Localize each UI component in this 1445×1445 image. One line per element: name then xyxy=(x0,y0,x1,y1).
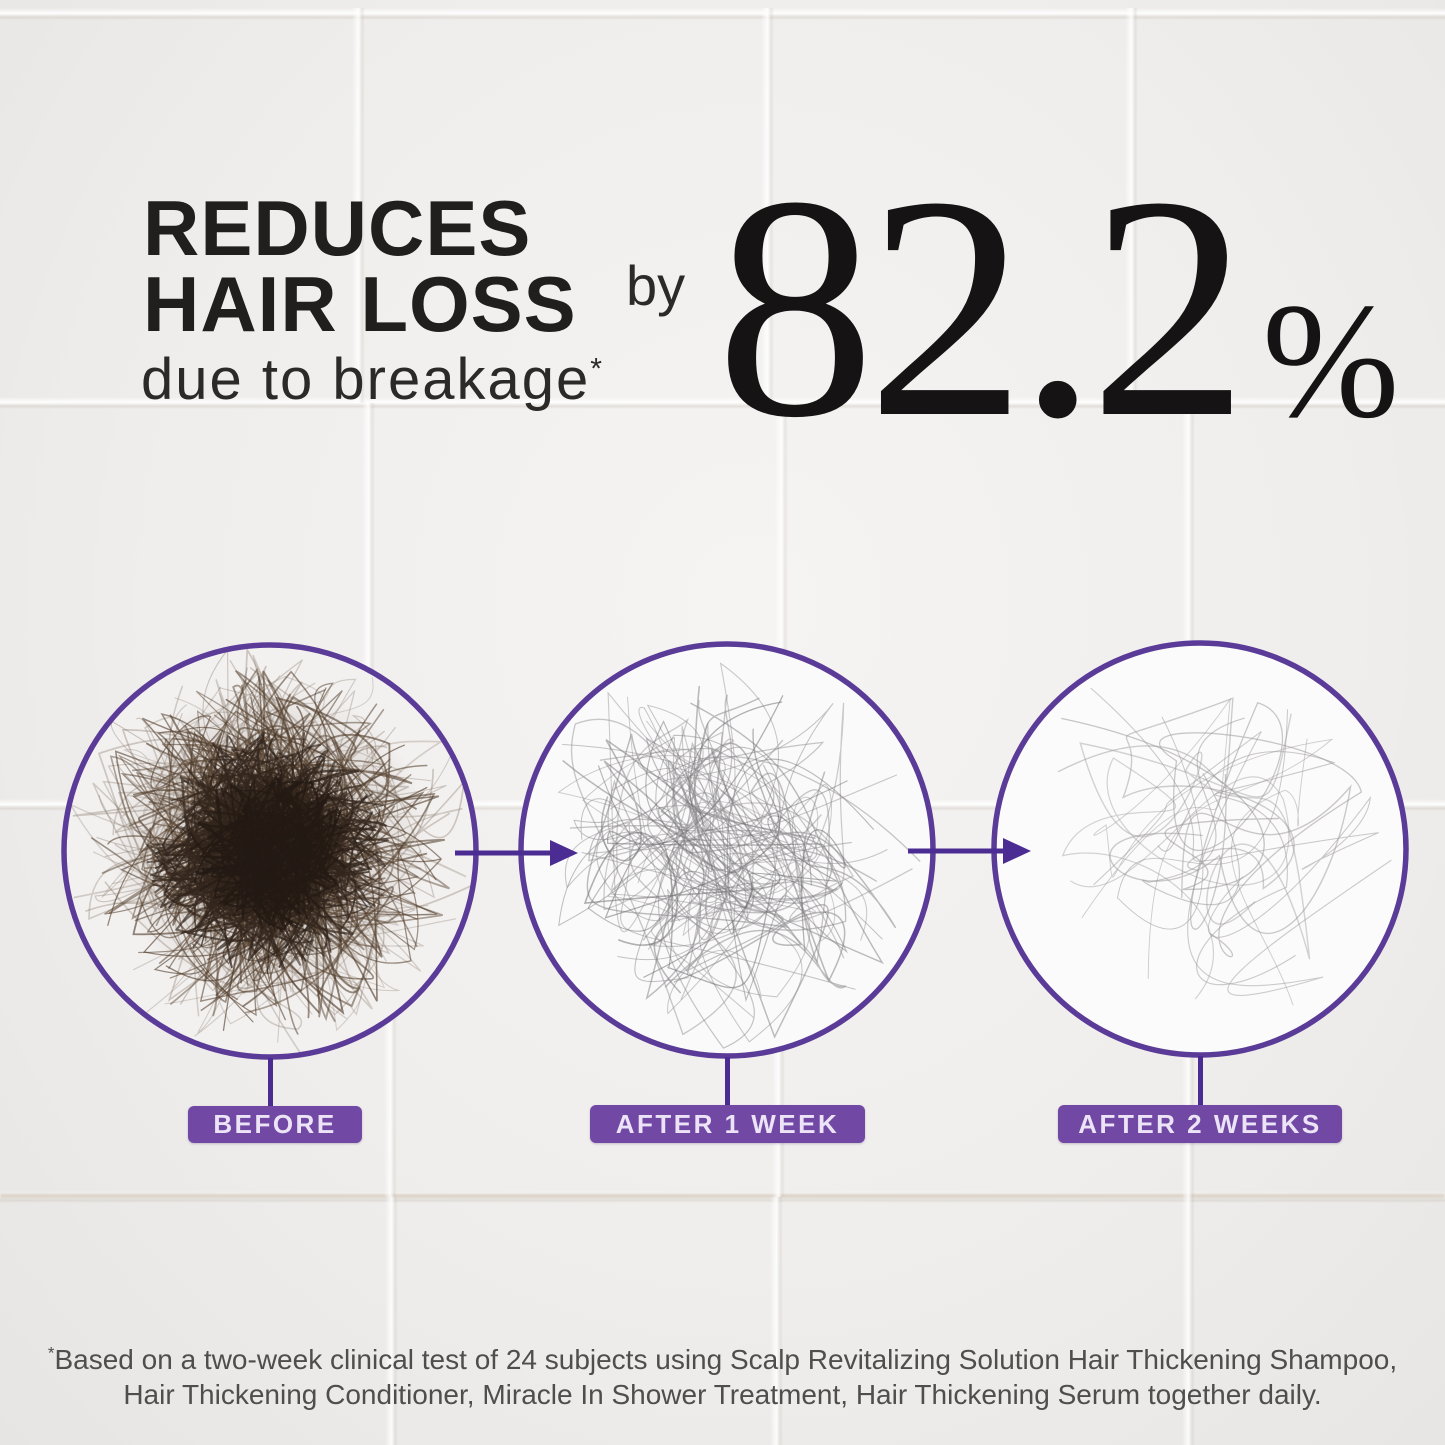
stat-value: 82.2 xyxy=(716,131,1248,483)
connector-line xyxy=(268,1058,273,1106)
stat-unit: % xyxy=(1262,269,1400,452)
footnote: *Based on a two-week clinical test of 24… xyxy=(0,1342,1445,1412)
footnote-marker: * xyxy=(590,352,604,386)
stage-badge-after-2-weeks: AFTER 2 WEEKS xyxy=(1058,1105,1342,1143)
arrow-right-icon xyxy=(455,840,578,866)
footnote-line2: Hair Thickening Conditioner, Miracle In … xyxy=(123,1379,1322,1410)
arrow-right-icon xyxy=(908,838,1031,864)
tile-grout-stain xyxy=(0,1194,1445,1198)
footnote-line1: Based on a two-week clinical test of 24 … xyxy=(54,1344,1398,1375)
stage-badge-label: AFTER 1 WEEK xyxy=(615,1108,840,1139)
hair-photo-after-1-week xyxy=(518,641,936,1059)
stage-badge-label: BEFORE xyxy=(213,1109,337,1139)
hair-photo-before xyxy=(61,642,479,1060)
stage-badge-after-1-week: AFTER 1 WEEK xyxy=(590,1105,865,1143)
tile-grout-horizontal xyxy=(0,1191,1445,1203)
hair-photo-after-2-weeks xyxy=(991,640,1409,1058)
connector-line xyxy=(725,1057,730,1105)
headline-subline: due to breakage* xyxy=(141,351,604,409)
stat-prefix: by xyxy=(626,254,686,317)
connector-line xyxy=(1198,1056,1203,1106)
footnote-marker: * xyxy=(47,1343,55,1363)
tile-grout-horizontal xyxy=(0,8,1445,20)
headline-line1: REDUCES xyxy=(143,184,532,272)
subline-text: due to breakage xyxy=(141,347,591,412)
stage-badge-label: AFTER 2 WEEKS xyxy=(1078,1108,1322,1139)
stage-badge-before: BEFORE xyxy=(188,1106,362,1143)
headline: REDUCES HAIR LOSS xyxy=(143,189,577,343)
headline-line2: HAIR LOSS xyxy=(143,260,577,348)
